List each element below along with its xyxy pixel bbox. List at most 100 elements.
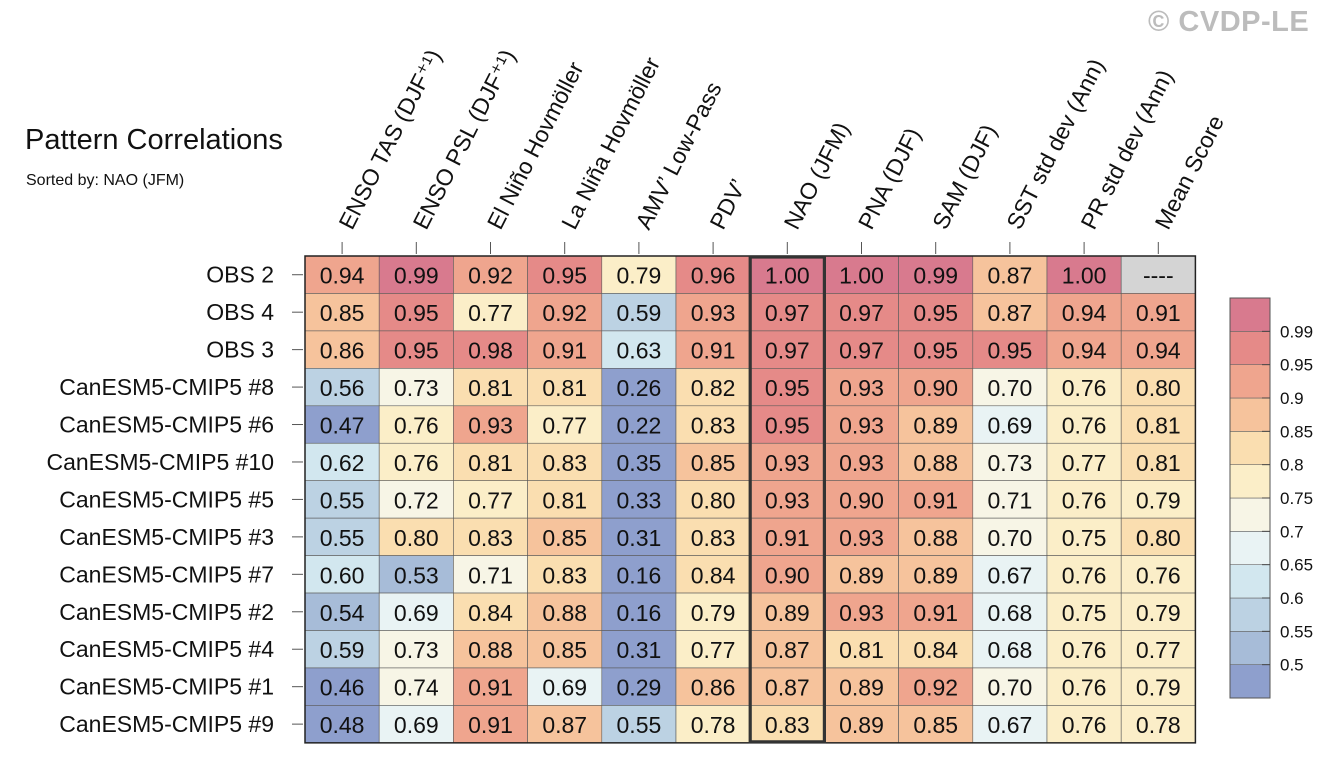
cell-value: 0.69: [542, 675, 587, 701]
heatmap-cell: [601, 442, 677, 482]
cell-value: 0.74: [394, 675, 439, 701]
cell-value: 0.26: [617, 375, 662, 401]
colorbar-band: [1229, 531, 1271, 565]
cell-value: 0.95: [542, 263, 587, 289]
heatmap-cell: [304, 405, 380, 444]
cell-value: 0.95: [394, 300, 439, 326]
cell-value: 0.76: [1136, 562, 1181, 588]
cell-value: 0.76: [394, 413, 439, 439]
cell-value: 0.79: [691, 600, 736, 626]
cell-value: 0.85: [320, 300, 365, 326]
cell-value: 0.54: [320, 600, 365, 626]
heatmap-cell: [749, 517, 825, 556]
cell-value: 0.55: [320, 487, 365, 513]
cell-value: 0.98: [468, 338, 513, 364]
cell-value: 0.90: [839, 487, 884, 513]
heatmap-cell: [527, 330, 603, 369]
row-label: CanESM5-CMIP5 #6: [59, 412, 274, 438]
heatmap-cell: [1120, 480, 1196, 519]
heatmap-cell: [1120, 517, 1196, 556]
colorbar-band: [1229, 431, 1271, 465]
cell-value: 0.55: [617, 712, 662, 738]
cell-value: 0.95: [988, 338, 1033, 364]
cell-value: 0.48: [320, 712, 365, 738]
heatmap-cell: [378, 442, 454, 482]
cell-value: 0.63: [617, 338, 662, 364]
heatmap-cell: [1046, 592, 1122, 631]
heatmap-cell: [527, 555, 603, 594]
cell-value: 0.97: [765, 338, 810, 364]
chart-subtitle: Sorted by: NAO (JFM): [26, 172, 185, 189]
cell-value: 0.91: [913, 487, 958, 513]
heatmap-cell: [378, 705, 454, 744]
heatmap-cell: [453, 630, 528, 669]
cell-value: 0.83: [542, 450, 587, 476]
cell-value: 0.76: [1062, 675, 1107, 701]
heatmap-cell: [898, 705, 974, 744]
heatmap-cell: [453, 555, 528, 594]
cell-value: 0.90: [765, 562, 810, 588]
cell-value: 0.94: [320, 263, 365, 289]
heatmap-cell: [304, 293, 380, 332]
cell-value: 0.86: [691, 675, 736, 701]
heatmap-cell: [304, 442, 380, 482]
heatmap-cell: [749, 293, 825, 332]
heatmap-cell: [749, 592, 825, 631]
cell-value: 0.67: [988, 562, 1033, 588]
heatmap-cell: [972, 517, 1048, 556]
cell-value: ----: [1143, 263, 1174, 289]
cell-value: 0.77: [468, 487, 513, 513]
cell-value: 0.93: [765, 487, 810, 513]
heatmap-cell: [675, 705, 751, 744]
heatmap-cell: [601, 705, 677, 744]
heatmap-cell: [601, 405, 677, 444]
cell-value: 0.87: [988, 300, 1033, 326]
heatmap-cell: [601, 368, 677, 407]
cell-value: 0.33: [617, 487, 662, 513]
heatmap-cell: [1046, 667, 1122, 706]
cell-value: 0.81: [468, 450, 513, 476]
heatmap-cell: [453, 368, 528, 407]
heatmap-cell: [972, 592, 1048, 631]
heatmap-cell: [675, 293, 751, 332]
heatmap-cell: [453, 592, 528, 631]
heatmap-cell: [749, 667, 825, 706]
cell-value: 0.95: [913, 300, 958, 326]
heatmap-cell: [378, 667, 454, 706]
cell-value: 0.85: [913, 712, 958, 738]
cell-value: 0.73: [394, 637, 439, 663]
heatmap-cell: [453, 330, 528, 369]
cell-value: 0.93: [839, 450, 884, 476]
cell-value: 0.77: [691, 637, 736, 663]
cell-value: 0.83: [691, 525, 736, 551]
cell-value: 0.47: [320, 413, 365, 439]
colorbar-band: [1229, 497, 1271, 532]
heatmap-cell: [378, 630, 454, 669]
colorbar-label: 0.55: [1280, 622, 1313, 641]
cell-value: 0.86: [320, 338, 365, 364]
cell-value: 0.87: [765, 637, 810, 663]
cell-value: 0.16: [617, 600, 662, 626]
row-label: CanESM5-CMIP5 #7: [59, 561, 274, 587]
heatmap-cell: [1120, 630, 1196, 669]
cell-value: 0.82: [691, 375, 736, 401]
cell-value: 0.94: [1062, 300, 1107, 326]
cell-value: 0.91: [542, 338, 587, 364]
cell-value: 0.97: [839, 300, 884, 326]
heatmap-cell: [453, 667, 528, 706]
heatmap-cell: [453, 705, 528, 744]
cell-value: 0.72: [394, 487, 439, 513]
column-label: PNA (DJF): [853, 124, 926, 234]
row-label: OBS 2: [206, 262, 274, 288]
heatmap-cell: [972, 330, 1048, 369]
cell-value: 0.81: [1136, 450, 1181, 476]
cell-value: 0.88: [913, 450, 958, 476]
heatmap-cell: [1120, 293, 1196, 332]
cell-value: 0.79: [617, 263, 662, 289]
cell-value: 0.97: [839, 338, 884, 364]
heatmap-cell: [824, 480, 899, 519]
heatmap-cell: [749, 630, 825, 669]
cell-value: 0.91: [765, 525, 810, 551]
cell-value: 0.95: [765, 375, 810, 401]
heatmap-cell: [972, 480, 1048, 519]
